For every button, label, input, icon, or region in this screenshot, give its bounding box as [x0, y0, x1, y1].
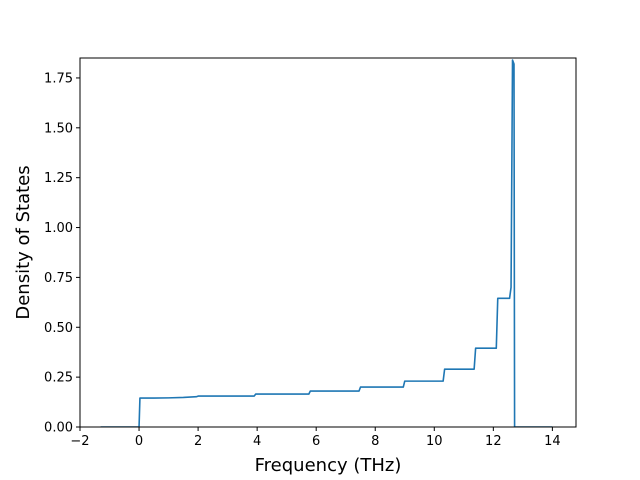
x-tick-label: 4 — [253, 434, 261, 449]
x-axis-title: Frequency (THz) — [255, 455, 402, 476]
x-tick-label: 2 — [194, 434, 202, 449]
y-axis-title: Density of States — [13, 165, 34, 319]
y-tick-label: 0.75 — [44, 271, 73, 286]
y-tick-label: 1.25 — [44, 171, 73, 186]
x-tick-label: 12 — [485, 434, 502, 449]
x-tick-label: 14 — [544, 434, 561, 449]
y-tick-label: 1.50 — [44, 121, 73, 136]
x-tick-label: 0 — [135, 434, 143, 449]
y-tick-label: 1.00 — [44, 221, 73, 236]
x-tick-label: 6 — [312, 434, 320, 449]
y-axis-ticks: 0.00 0.25 0.50 0.75 1.00 1.25 1.50 1.75 — [44, 71, 80, 436]
dos-line-series-0 — [100, 59, 553, 427]
x-tick-label: −2 — [70, 434, 89, 449]
plot-area — [79, 57, 577, 428]
y-tick-label: 0.50 — [44, 321, 73, 336]
x-tick-label: 10 — [426, 434, 443, 449]
y-tick-label: 0.25 — [44, 371, 73, 386]
axes-frame — [79, 57, 577, 428]
x-axis-ticks: −2 0 2 4 6 8 10 12 14 — [70, 427, 561, 449]
x-tick-label: 8 — [371, 434, 379, 449]
y-tick-label: 0.00 — [44, 421, 73, 436]
y-tick-label: 1.75 — [44, 71, 73, 86]
